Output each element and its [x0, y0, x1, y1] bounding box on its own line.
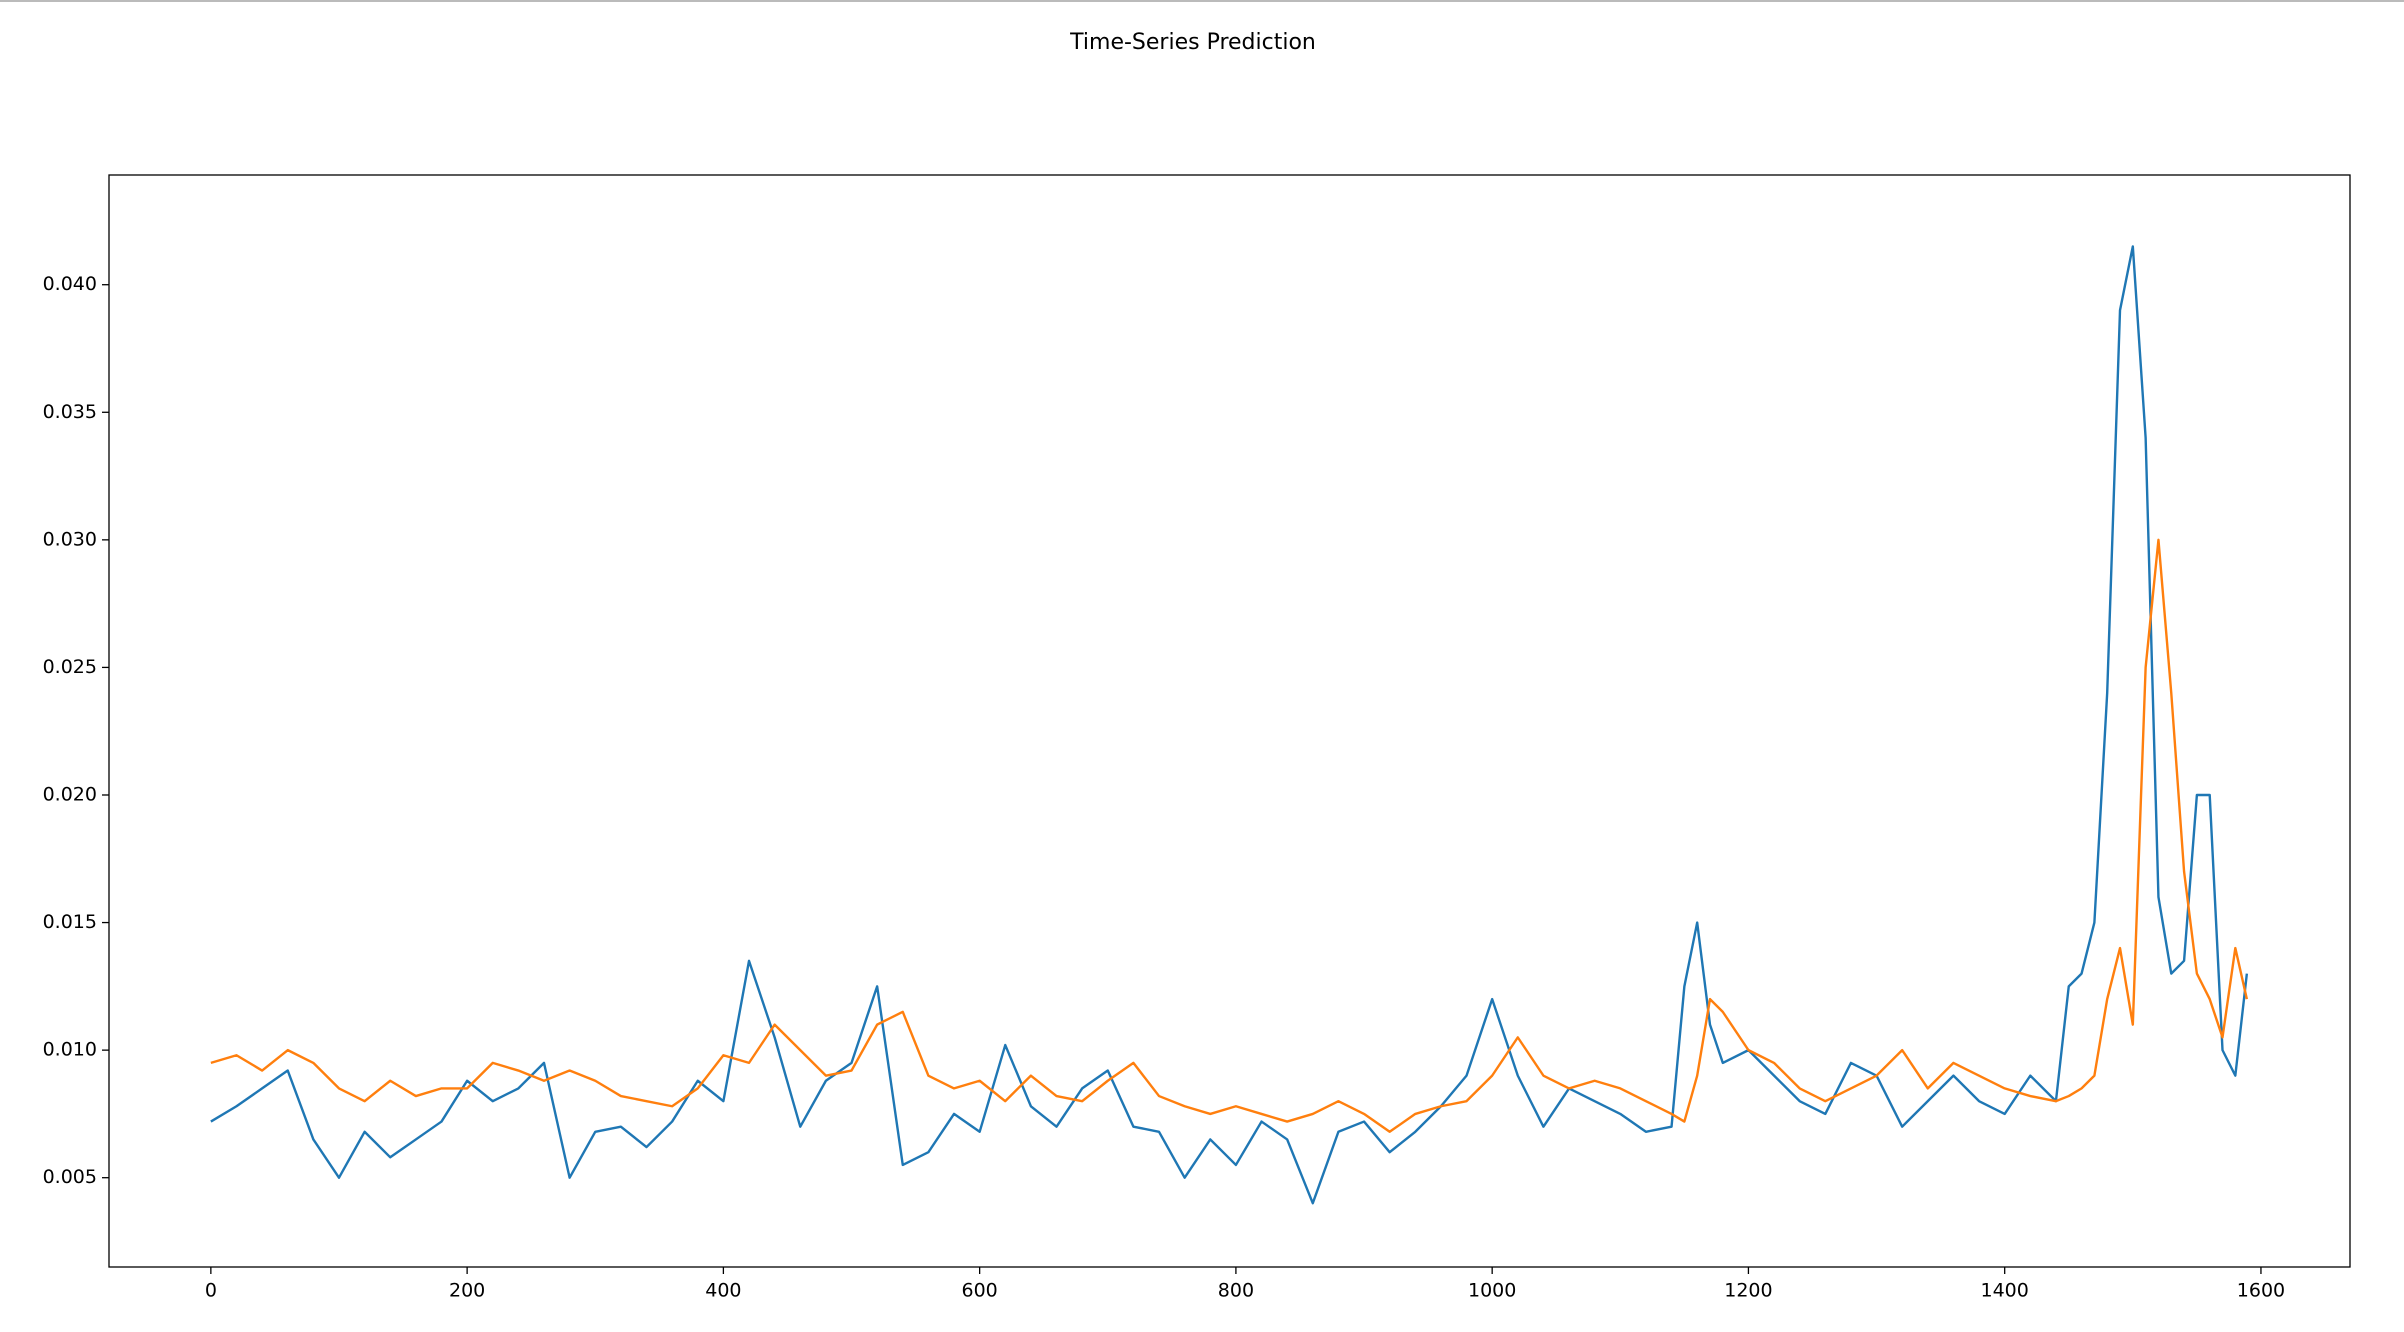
y-tick-label: 0.010 [43, 1039, 97, 1061]
y-tick-label: 0.015 [43, 911, 97, 933]
x-tick-label: 200 [449, 1280, 485, 1302]
x-tick-label: 600 [962, 1280, 998, 1302]
x-tick-label: 400 [705, 1280, 741, 1302]
series-line [210, 245, 2249, 1205]
x-tick-label: 800 [1218, 1280, 1254, 1302]
y-tick-label: 0.020 [43, 783, 97, 805]
y-tick-label: 0.025 [43, 656, 97, 678]
x-tick-label: 0 [205, 1280, 217, 1302]
x-tick-label: 1600 [2237, 1280, 2285, 1302]
x-tick-label: 1400 [1981, 1280, 2029, 1302]
y-tick-label: 0.035 [43, 401, 97, 423]
plot-frame [108, 174, 2351, 1268]
series-line [210, 538, 2249, 1133]
y-tick-label: 0.005 [43, 1166, 97, 1188]
x-tick-label: 1200 [1724, 1280, 1772, 1302]
y-tick-label: 0.040 [43, 273, 97, 295]
chart-title: Time-Series Prediction [1069, 30, 1316, 55]
y-tick-label: 0.030 [43, 528, 97, 550]
x-tick-label: 1000 [1468, 1280, 1516, 1302]
